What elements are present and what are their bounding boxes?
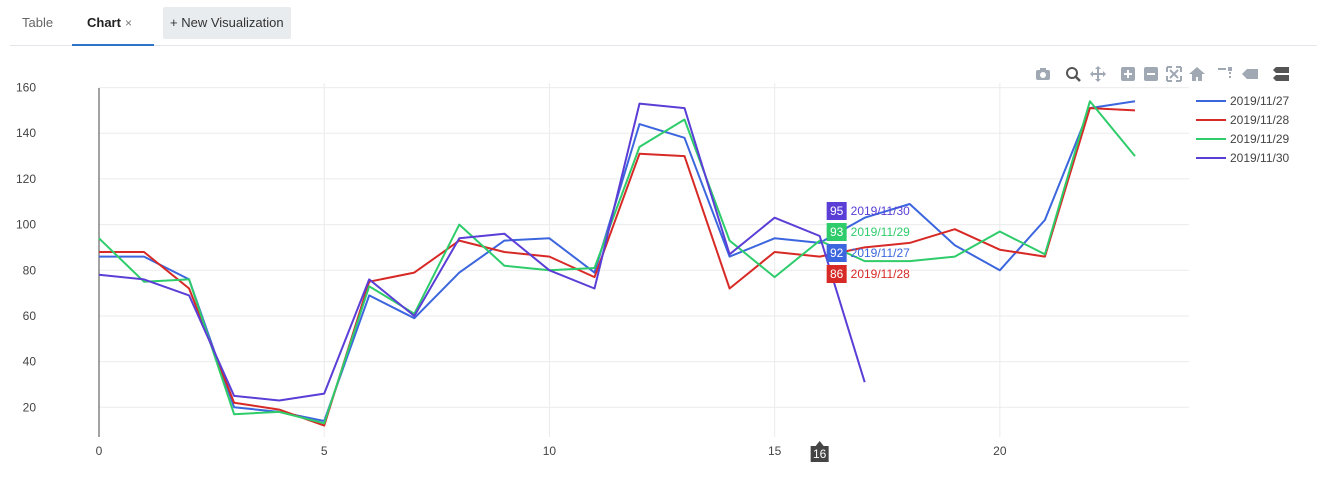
y-tick-label: 40 [23, 355, 37, 369]
autoscale-icon[interactable] [1164, 64, 1184, 84]
hover-series-name: 2019/11/27 [851, 246, 910, 260]
chart-modebar [1033, 64, 1303, 84]
tab-chart-label: Chart [87, 15, 121, 30]
y-tick-label: 100 [16, 218, 36, 232]
x-tick-label: 15 [768, 444, 782, 458]
hover-series-name: 2019/11/30 [851, 204, 910, 218]
hover-value-box [826, 244, 847, 262]
x-tick-label: 5 [321, 444, 328, 458]
y-tick-label: 80 [23, 263, 37, 277]
zoom-icon[interactable] [1063, 64, 1083, 84]
zoom-out-icon[interactable] [1141, 64, 1161, 84]
legend-label: 2019/11/27 [1230, 94, 1289, 108]
spike-lines-icon[interactable] [1215, 64, 1235, 84]
y-tick-label: 20 [23, 400, 37, 414]
hover-value: 95 [830, 204, 844, 218]
legend-label: 2019/11/30 [1230, 151, 1289, 165]
legend-label: 2019/11/29 [1230, 132, 1289, 146]
hover-value-box [826, 202, 847, 220]
hover-value-box [826, 223, 847, 241]
y-tick-label: 140 [16, 126, 36, 140]
series-line-4 [98, 102, 866, 402]
tab-bar: Table Chart × + New Visualization [10, 0, 1317, 46]
x-tick-label: 0 [96, 444, 103, 458]
series-line-2 [99, 107, 1136, 427]
pan-icon[interactable] [1088, 64, 1108, 84]
hover-value: 86 [830, 267, 844, 281]
hover-value-box [826, 265, 847, 283]
series-line-1 [99, 100, 1136, 422]
y-tick-label: 120 [16, 172, 36, 186]
x-tick-label: 20 [993, 444, 1007, 458]
hover-value: 93 [830, 225, 844, 239]
y-tick-label: 160 [16, 81, 36, 95]
hover-value: 92 [830, 246, 844, 260]
series-line-3 [98, 100, 1136, 425]
zoom-in-icon[interactable] [1118, 64, 1138, 84]
y-tick-label: 60 [23, 309, 37, 323]
hover-x-label: 16 [813, 447, 827, 461]
new-visualization-button[interactable]: + New Visualization [163, 7, 291, 39]
camera-icon[interactable] [1033, 64, 1053, 84]
hover-series-name: 2019/11/28 [851, 267, 910, 281]
reset-axes-icon[interactable] [1187, 64, 1207, 84]
hover-series-name: 2019/11/29 [851, 225, 910, 239]
close-icon[interactable]: × [124, 16, 132, 30]
tab-chart[interactable]: Chart × [72, 0, 154, 46]
x-tick-label: 10 [543, 444, 557, 458]
hover-closest-icon[interactable] [1240, 64, 1260, 84]
hover-x-flag [810, 441, 829, 462]
hover-compare-icon[interactable] [1271, 64, 1291, 84]
tab-table[interactable]: Table [22, 15, 54, 30]
legend-label: 2019/11/28 [1230, 113, 1289, 127]
